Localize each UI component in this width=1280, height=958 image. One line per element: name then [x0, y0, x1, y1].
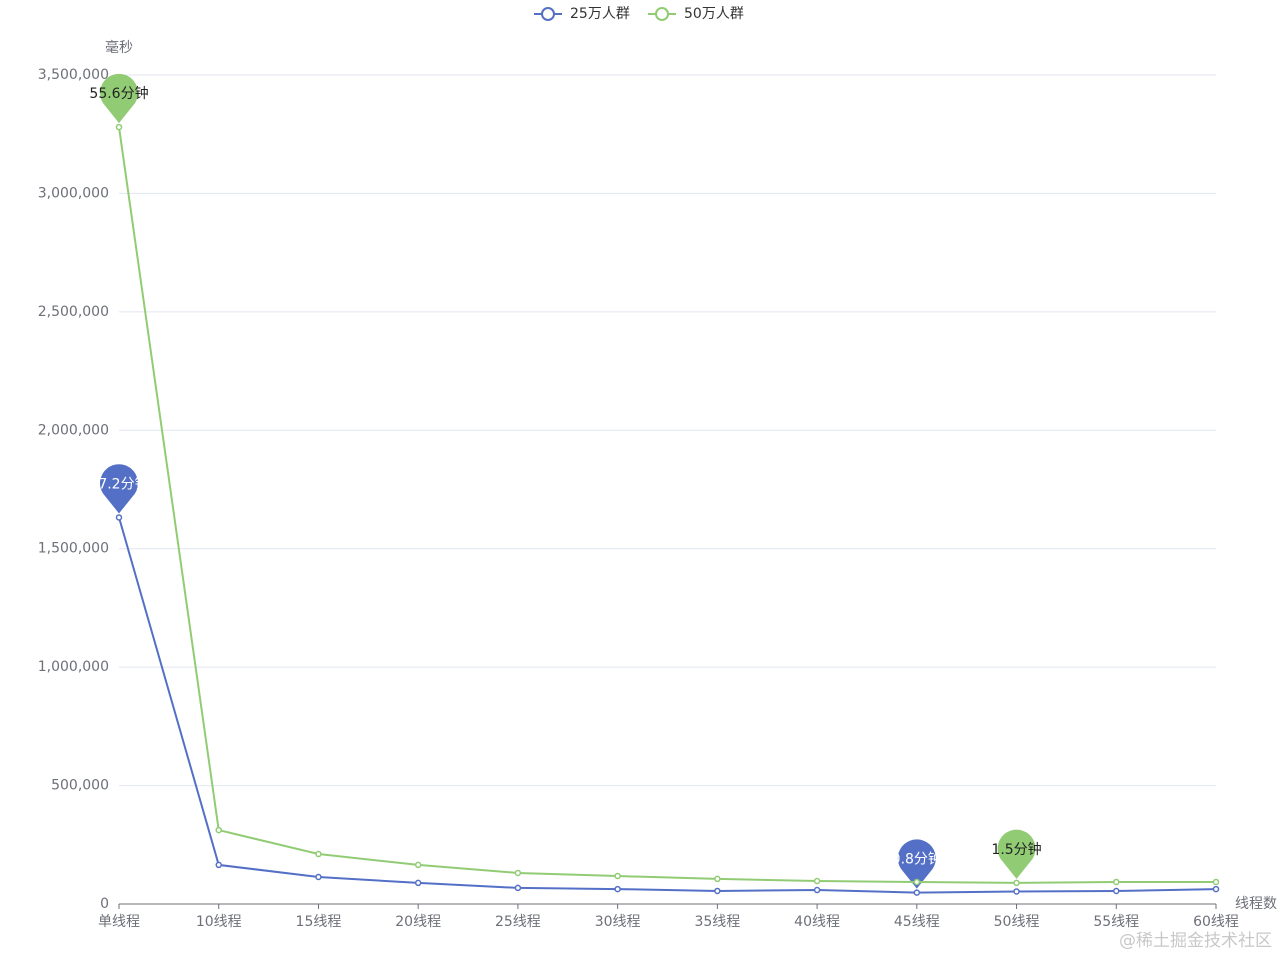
legend-icon: [655, 7, 669, 21]
data-point: [913, 889, 921, 896]
x-tick-label: 55线程: [1093, 914, 1139, 930]
data-point: [1013, 888, 1020, 895]
data-point: [215, 826, 222, 834]
data-point: [414, 861, 422, 869]
data-point: [315, 850, 322, 858]
markpoint-label: 55.6分钟: [89, 85, 148, 102]
y-tick-label: 2,500,000: [38, 304, 109, 320]
x-tick-label: 25线程: [495, 914, 541, 930]
x-tick-label: 30线程: [595, 914, 641, 930]
y-tick-label: 1,000,000: [38, 659, 109, 675]
data-point: [1013, 879, 1020, 887]
data-point: [514, 884, 522, 892]
x-tick-label: 60线程: [1193, 914, 1239, 930]
x-tick-label: 45线程: [894, 914, 940, 930]
y-tick-label: 3,000,000: [38, 185, 109, 201]
y-tick-label: 1,500,000: [38, 541, 109, 557]
markpoint-pin: [100, 464, 138, 514]
x-tick-label: 10线程: [196, 914, 242, 930]
data-point: [1113, 887, 1120, 895]
data-point: [215, 861, 222, 869]
data-point: [1212, 885, 1220, 893]
data-point: [813, 886, 821, 894]
legend-label: 50万人群: [684, 6, 744, 22]
y-tick-label: 0: [100, 896, 109, 912]
data-point: [115, 123, 123, 131]
data-point: [1212, 878, 1220, 886]
markpoint-pin: [897, 839, 936, 889]
x-tick-label: 单线程: [98, 914, 140, 930]
markpoint-label: 1.5分钟: [991, 841, 1041, 858]
data-point: [414, 879, 422, 887]
watermark: @稀土掘金技术社区: [1119, 931, 1272, 951]
y-tick-label: 3,500,000: [38, 67, 109, 83]
series-line: [118, 517, 1217, 894]
data-point: [115, 514, 123, 521]
legend-icon: [541, 7, 555, 21]
data-point: [714, 875, 721, 883]
markpoint-label: 27.2分钟: [89, 475, 148, 492]
data-point: [714, 887, 721, 895]
y-axis-name: 毫秒: [105, 39, 133, 56]
x-axis-name: 线程数: [1235, 896, 1277, 912]
markpoint-label: 0.8分钟: [892, 851, 942, 868]
series-line: [118, 126, 1216, 884]
x-tick-label: 35线程: [694, 914, 740, 930]
x-tick-label: 50线程: [994, 914, 1040, 930]
data-point: [913, 878, 921, 886]
data-point: [1113, 878, 1120, 886]
y-tick-label: 2,000,000: [38, 422, 109, 438]
x-tick-label: 15线程: [296, 914, 342, 930]
x-tick-label: 40线程: [794, 914, 840, 930]
data-point: [315, 873, 322, 881]
markpoint-pin: [997, 829, 1036, 879]
legend-label: 25万人群: [570, 6, 630, 22]
data-point: [813, 877, 821, 885]
data-point: [614, 872, 621, 880]
markpoint-pin: [99, 73, 138, 124]
x-tick-label: 20线程: [395, 914, 441, 930]
data-point: [614, 885, 621, 893]
y-tick-label: 500,000: [51, 778, 109, 794]
data-point: [514, 869, 522, 877]
